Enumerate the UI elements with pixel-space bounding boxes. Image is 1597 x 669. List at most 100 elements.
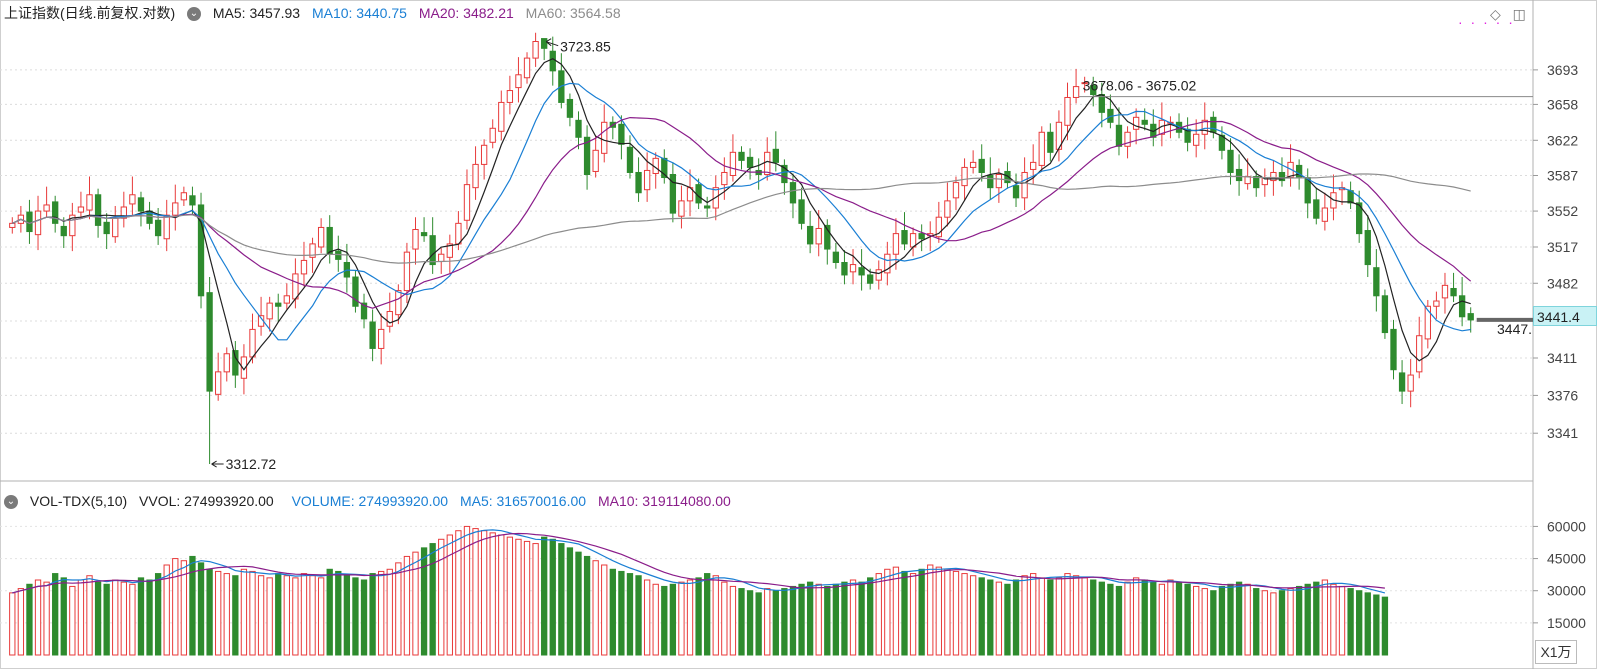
candle-body xyxy=(875,269,882,281)
volume-bar xyxy=(1338,585,1346,656)
volume-bar xyxy=(532,543,539,656)
candle-body xyxy=(841,261,848,276)
candle-body xyxy=(1390,328,1397,371)
candle-body xyxy=(1441,284,1449,299)
chevron-down-icon[interactable]: ⌄ xyxy=(4,495,18,510)
volume-bar xyxy=(858,581,865,656)
candle-body xyxy=(1227,149,1234,173)
volume-bar xyxy=(1098,581,1105,656)
volume-bar xyxy=(558,543,565,656)
low-annotation: 3312.72 xyxy=(226,456,277,472)
volume-bar xyxy=(832,583,840,656)
candle-body xyxy=(1064,96,1071,126)
candle-body xyxy=(137,197,145,212)
candle-body xyxy=(378,328,385,349)
price-tag: 3441.4 xyxy=(1533,306,1597,326)
volume-bar xyxy=(1381,596,1389,656)
volume-bar xyxy=(952,570,960,656)
volume-bar xyxy=(609,568,616,656)
candle-body xyxy=(738,151,745,161)
volume-bar xyxy=(77,579,85,656)
panel-toggle-icon[interactable]: ◫ xyxy=(1512,6,1526,22)
volume-bar xyxy=(652,583,659,656)
volume-bar xyxy=(412,551,419,656)
candle-body xyxy=(549,50,556,72)
volume-bar xyxy=(927,564,934,656)
candle-body xyxy=(1398,372,1406,392)
volume-bar xyxy=(661,585,668,656)
ma5-label: MA5: 3457.93 xyxy=(212,5,301,21)
volume-bar xyxy=(1244,583,1251,656)
candle-body xyxy=(918,233,925,240)
candle-body xyxy=(1458,295,1466,318)
volume-bar xyxy=(1124,581,1131,656)
candle-body xyxy=(292,273,299,300)
volume-bar xyxy=(815,583,822,656)
vol-title[interactable]: VOL-TDX(5,10) xyxy=(29,493,128,509)
volume-bar xyxy=(978,577,985,656)
volume-bar xyxy=(43,581,50,656)
volume-bar xyxy=(806,581,814,656)
candle-body xyxy=(1424,305,1431,340)
volume-bar xyxy=(420,547,428,656)
index-title[interactable]: 上证指数(日线.前复权.对数) xyxy=(4,5,176,21)
ma10-label: MA10: 3440.75 xyxy=(311,5,407,21)
vol-y-tick-label: 15000 xyxy=(1547,615,1586,631)
volume-bar xyxy=(69,585,76,656)
candle-body xyxy=(360,302,368,320)
volume-bar xyxy=(154,573,162,656)
candle-body xyxy=(764,151,771,175)
volume-bar xyxy=(892,566,900,656)
candle-body xyxy=(498,101,505,132)
volume-bar xyxy=(1278,590,1286,656)
volume-bar xyxy=(995,581,1003,656)
candle-body xyxy=(1356,202,1363,235)
candle-body xyxy=(1021,171,1028,199)
volume-bar xyxy=(721,581,728,656)
candle-body xyxy=(1270,171,1277,182)
candle-body xyxy=(1201,119,1208,135)
volume-bar xyxy=(1115,585,1123,656)
candle-body xyxy=(386,311,393,327)
candle-body xyxy=(772,148,779,163)
scale-unit-button[interactable]: X1万 xyxy=(1535,640,1577,664)
volume-bar xyxy=(901,570,908,656)
volume-bar xyxy=(1081,577,1088,656)
candle-body xyxy=(1115,124,1123,147)
candle-body xyxy=(669,173,677,214)
volume-bar xyxy=(9,592,16,656)
volume-bar xyxy=(635,575,642,656)
candle-body xyxy=(266,302,273,320)
vvol-label: VVOL: 274993920.00 xyxy=(139,493,274,509)
volume-bar xyxy=(1373,594,1380,656)
volume-bar xyxy=(695,577,702,656)
ma10-line xyxy=(12,82,1471,341)
high-arrow xyxy=(545,38,559,47)
candle-body xyxy=(26,211,33,233)
diamond-icon[interactable]: ◇ xyxy=(1490,6,1501,22)
candle-body xyxy=(1132,116,1140,130)
chevron-down-icon[interactable]: ⌄ xyxy=(187,7,201,22)
candle-body xyxy=(77,206,85,213)
volume-bar xyxy=(918,568,925,656)
candle-body xyxy=(215,371,222,395)
candle-body xyxy=(978,158,985,173)
volume-bar xyxy=(275,573,282,656)
volume-bar xyxy=(1227,583,1234,656)
candle-body xyxy=(429,235,436,266)
volume-bar xyxy=(249,570,256,656)
volume-bar xyxy=(678,581,685,656)
volume-label: VOLUME: 274993920.00 xyxy=(291,493,449,509)
volume-bar xyxy=(824,585,831,656)
volume-bar xyxy=(789,585,797,656)
volume-bar xyxy=(283,575,290,656)
volume-bar xyxy=(403,555,411,656)
candle-body xyxy=(592,149,599,172)
volume-bar xyxy=(1012,579,1020,656)
candle-body xyxy=(815,227,822,245)
volume-bar xyxy=(987,579,994,656)
candle-body xyxy=(9,222,16,228)
